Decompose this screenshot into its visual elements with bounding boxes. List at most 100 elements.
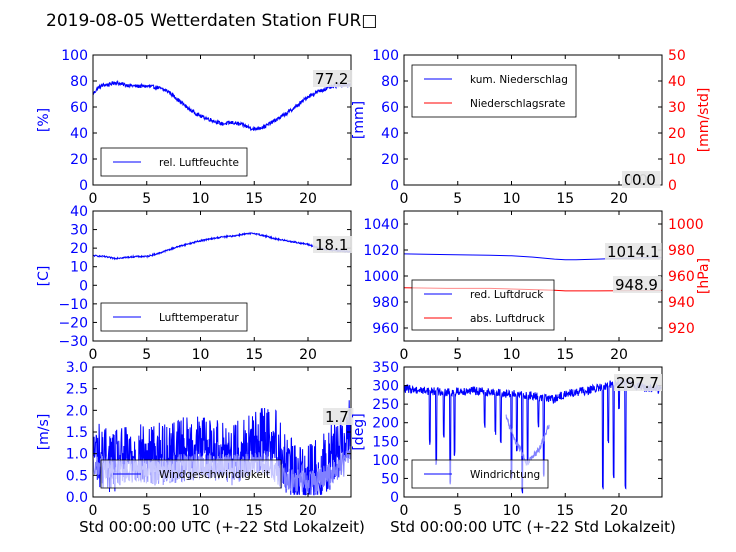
x-tick-label: 15 — [556, 503, 574, 519]
y-tick-label: 1040 — [363, 217, 399, 233]
legend-entry: Niederschlagsrate — [470, 98, 565, 110]
y-tick-label: −30 — [58, 334, 88, 350]
y-tick-label-right: 30 — [668, 100, 686, 116]
x-tick-label: 10 — [503, 191, 521, 207]
x-tick-label: 0 — [89, 191, 98, 207]
x-tick-label: 20 — [610, 503, 628, 519]
y-tick-label: 300 — [372, 379, 399, 395]
last-value-label-box — [614, 374, 662, 391]
legend-box — [411, 64, 577, 118]
y-tick-label: 20 — [70, 152, 88, 168]
chart-panel: 0 5 10 15 20 0.0 0.5 1.0 1.5 2.0 2.5 3.0 [m/s] Std 00… — [36, 360, 365, 536]
y-axis-label: [mm] — [351, 101, 367, 139]
x-axis-label: Std 00:00:00 UTC (+-22 Std Lokalzeit) — [390, 518, 676, 536]
last-value-label-right-box — [630, 171, 661, 188]
y-axis-label-right: [hPa] — [696, 258, 712, 294]
y-tick-label-right: 0 — [668, 178, 677, 194]
y-tick-label: 40 — [70, 204, 88, 220]
legend-entry: kum. Niederschlag — [470, 74, 568, 86]
y-axis-label: [%] — [36, 108, 52, 132]
x-tick-label: 0 — [89, 347, 98, 363]
y-tick-label-right: 10 — [668, 152, 686, 168]
x-tick-label: 15 — [245, 347, 263, 363]
x-tick-label: 5 — [142, 191, 151, 207]
legend-entry: Lufttemperatur — [159, 312, 239, 324]
axes-frame — [403, 366, 663, 498]
y-tick-label: 0.0 — [66, 490, 88, 506]
y-tick-label-right: 980 — [668, 243, 695, 259]
x-axis-label: Std 00:00:00 UTC (+-22 Std Lokalzeit) — [79, 518, 365, 536]
y-tick-label: 2.5 — [66, 382, 88, 398]
y-tick-label: 80 — [381, 74, 399, 90]
x-tick-label: 20 — [299, 503, 317, 519]
y-axis-label: [deg] — [351, 413, 367, 450]
legend-box — [411, 279, 555, 331]
last-value-label: 1.7 — [325, 408, 349, 426]
y-tick-label: 80 — [70, 74, 88, 90]
x-tick-label: 15 — [556, 347, 574, 363]
y-tick-label: 20 — [381, 152, 399, 168]
legend-entry: rel. Luftfeuchte — [159, 157, 239, 169]
last-value-label-box — [323, 408, 354, 425]
y-tick-label: 1000 — [363, 269, 399, 285]
y-tick-label: −10 — [58, 297, 88, 313]
x-tick-label: 10 — [503, 347, 521, 363]
y-tick-label: 200 — [372, 416, 399, 432]
series-line — [93, 231, 351, 261]
chart-panel: 0 5 10 15 20 0 20 40 60 80 100 [%] 77.2 rel. Luftfeuc… — [36, 48, 353, 207]
x-tick-label: 15 — [245, 503, 263, 519]
legend-entry: Windgeschwindigkeit — [159, 469, 270, 481]
last-value-label: 18.1 — [315, 236, 348, 254]
last-value-label-right: 948.9 — [615, 276, 658, 294]
y-tick-label: 60 — [381, 100, 399, 116]
y-tick-label: 50 — [381, 471, 399, 487]
y-tick-label: 980 — [372, 295, 399, 311]
x-tick-label: 20 — [299, 347, 317, 363]
axes-frame — [92, 210, 352, 342]
y-axis-label: [C] — [36, 266, 52, 287]
last-value-label-box — [313, 70, 353, 87]
y-tick-label: 20 — [70, 241, 88, 257]
y-tick-label: 10 — [70, 260, 88, 276]
y-tick-label-right: 50 — [668, 48, 686, 64]
x-tick-label: 20 — [610, 347, 628, 363]
legend-entry: abs. Luftdruck — [470, 313, 546, 325]
y-tick-label: 1.5 — [66, 425, 88, 441]
x-tick-label: 10 — [192, 347, 210, 363]
y-tick-label: 100 — [372, 453, 399, 469]
last-value-label: 77.2 — [315, 70, 348, 88]
y-tick-label-right: 920 — [668, 321, 695, 337]
x-tick-label: 10 — [192, 191, 210, 207]
x-tick-label: 0 — [400, 347, 409, 363]
y-tick-label: 30 — [70, 223, 88, 239]
y-axis-label: [m/s] — [36, 414, 52, 451]
y-tick-label-right: 960 — [668, 269, 695, 285]
y-tick-label-right: 20 — [668, 126, 686, 142]
chart-panel: 0 5 10 15 20 960 980 1000 1020 1040 920 940 960 980 10… — [363, 210, 712, 363]
y-tick-label: 3.0 — [66, 360, 88, 376]
x-tick-label: 0 — [400, 191, 409, 207]
x-tick-label: 15 — [245, 191, 263, 207]
chart-panel: 0 5 10 15 20 0 20 40 60 80 100 0 10 20 30 40 50 [mm] [mm/s… — [351, 48, 712, 207]
last-value-label-box — [605, 243, 662, 260]
y-tick-label: 350 — [372, 360, 399, 376]
y-tick-label: 40 — [381, 126, 399, 142]
legend-entry: Windrichtung — [470, 469, 540, 481]
x-tick-label: 20 — [610, 191, 628, 207]
y-axis-label-right: [mm/std] — [696, 88, 712, 153]
x-tick-label: 15 — [556, 191, 574, 207]
legend-entry: red. Luftdruck — [470, 289, 544, 301]
series-line — [93, 79, 351, 132]
x-tick-label: 20 — [299, 191, 317, 207]
y-tick-label-right: 940 — [668, 295, 695, 311]
last-value-label: 1014.1 — [607, 243, 660, 261]
y-tick-label: 100 — [61, 48, 88, 64]
last-value-label-right-box — [613, 276, 661, 293]
axes-frame — [403, 54, 663, 186]
last-value-label-right: 0.0 — [632, 171, 656, 189]
x-tick-label: 5 — [453, 347, 462, 363]
y-tick-label: 0 — [79, 178, 88, 194]
y-tick-label: 1.0 — [66, 447, 88, 463]
